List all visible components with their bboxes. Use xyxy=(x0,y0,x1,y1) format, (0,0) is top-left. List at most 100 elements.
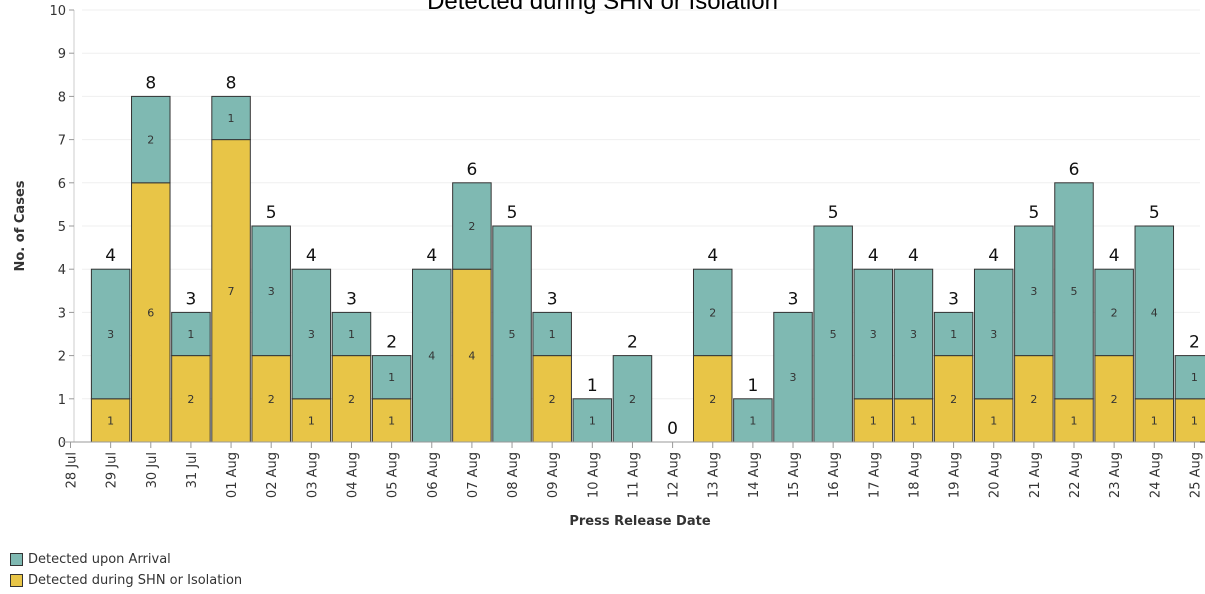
bar-total-label: 4 xyxy=(908,246,919,266)
bar-label-shn: 1 xyxy=(990,414,997,427)
legend-label-shn: Detected during SHN or Isolation xyxy=(28,573,243,588)
x-tick-label: 03 Aug xyxy=(305,452,320,498)
bar-segment-arrival xyxy=(532,311,572,357)
bar-label-shn: 1 xyxy=(1151,414,1158,427)
bar-segment-shn xyxy=(211,139,251,443)
bar-label-shn: 2 xyxy=(1030,393,1037,406)
bar-total-label: 4 xyxy=(1109,246,1120,266)
bar-total-label: 6 xyxy=(466,160,477,180)
y-tick-label: 3 xyxy=(58,306,66,321)
bar-segment-arrival xyxy=(1134,225,1175,400)
x-tick-label: 25 Aug xyxy=(1188,452,1203,498)
bar-segment-arrival xyxy=(773,311,813,443)
y-tick-label: 4 xyxy=(58,263,66,278)
bar-label-shn: 1 xyxy=(107,414,114,427)
bar-label-arrival: 1 xyxy=(228,112,235,125)
bar-label-arrival: 1 xyxy=(1191,371,1198,384)
bar-segment-shn xyxy=(90,398,131,443)
bar-total-label: 4 xyxy=(988,246,999,266)
bar-label-arrival: 5 xyxy=(1071,285,1078,298)
x-tick-label: 04 Aug xyxy=(345,452,360,498)
y-axis-title: No. of Cases xyxy=(13,180,28,271)
y-tick-label: 5 xyxy=(58,220,66,235)
bar-total-label: 4 xyxy=(707,246,718,266)
bar-label-shn: 2 xyxy=(549,393,556,406)
y-tick-label: 8 xyxy=(58,90,66,105)
bar-segment-shn xyxy=(1014,355,1054,443)
bar-segment-arrival xyxy=(1014,225,1054,357)
bar-segment-shn xyxy=(532,355,572,443)
x-tick-label: 07 Aug xyxy=(466,452,481,498)
bar-total-label: 6 xyxy=(1069,160,1080,180)
bar-total-label: 4 xyxy=(868,246,879,266)
legend-swatch-arrival xyxy=(10,553,23,566)
bar-label-arrival: 2 xyxy=(147,134,154,147)
x-tick-label: 13 Aug xyxy=(707,452,722,498)
bar-label-arrival: 2 xyxy=(709,306,716,319)
y-tick-label: 9 xyxy=(58,47,66,62)
bar-label-shn: 2 xyxy=(950,393,957,406)
bar-total-label: 5 xyxy=(507,203,518,223)
bar-total-label: 5 xyxy=(1028,203,1039,223)
bar-total-label: 4 xyxy=(105,246,116,266)
y-tick-label: 6 xyxy=(58,177,66,192)
bar-total-label: 8 xyxy=(226,73,237,93)
x-tick-label: 05 Aug xyxy=(386,452,401,498)
legend-item-arrival: Detected upon Arrival xyxy=(10,552,171,567)
bar-label-arrival: 1 xyxy=(549,328,556,341)
bar-label-shn: 1 xyxy=(1191,414,1198,427)
x-tick-label: 11 Aug xyxy=(626,452,641,498)
bar-segment-arrival xyxy=(291,268,332,400)
x-tick-label: 30 Jul xyxy=(145,452,160,488)
bar-label-shn: 1 xyxy=(870,414,877,427)
bar-label-arrival: 5 xyxy=(830,328,837,341)
x-tick-label: 17 Aug xyxy=(867,452,882,498)
bar-segment-arrival xyxy=(692,268,733,357)
bar-total-label: 4 xyxy=(426,246,437,266)
x-tick-label: 20 Aug xyxy=(988,452,1003,498)
bar-label-arrival: 2 xyxy=(468,220,475,233)
bar-segment-arrival xyxy=(1054,182,1094,400)
y-tick-label: 1 xyxy=(58,393,66,408)
legend-label-arrival: Detected upon Arrival xyxy=(28,552,171,567)
x-tick-label: 21 Aug xyxy=(1028,452,1043,498)
bar-label-arrival: 3 xyxy=(790,371,797,384)
bar-segment-arrival xyxy=(853,268,894,400)
bar-label-arrival: 3 xyxy=(870,328,877,341)
y-tick-label: 10 xyxy=(49,4,66,19)
bar-label-arrival: 2 xyxy=(1111,306,1118,319)
bar-segment-arrival xyxy=(452,182,492,270)
bar-label-arrival: 1 xyxy=(749,414,756,427)
bar-segment-shn xyxy=(331,355,372,443)
bar-label-shn: 2 xyxy=(187,393,194,406)
bar-label-arrival: 3 xyxy=(107,328,114,341)
bar-segment-arrival xyxy=(933,311,974,357)
bar-label-arrival: 3 xyxy=(308,328,315,341)
x-tick-label: 16 Aug xyxy=(827,452,842,498)
bar-label-arrival: 1 xyxy=(950,328,957,341)
bar-segment-arrival xyxy=(371,355,412,400)
bar-segment-arrival xyxy=(612,355,653,443)
bar-total-label: 3 xyxy=(788,289,799,309)
bar-total-label: 1 xyxy=(747,376,758,396)
bar-label-arrival: 1 xyxy=(589,414,596,427)
x-tick-label: 28 Jul xyxy=(65,452,80,488)
bar-total-label: 3 xyxy=(186,289,197,309)
bar-total-label: 5 xyxy=(266,203,277,223)
x-tick-label: 29 Jul xyxy=(105,452,120,488)
bar-label-arrival: 4 xyxy=(1151,306,1158,319)
bar-label-shn: 2 xyxy=(268,393,275,406)
y-tick-label: 7 xyxy=(58,134,66,149)
bar-label-arrival: 3 xyxy=(1030,285,1037,298)
bar-total-label: 3 xyxy=(948,289,959,309)
x-tick-label: 14 Aug xyxy=(747,452,762,498)
bar-segment-arrival xyxy=(412,268,452,443)
x-tick-label: 15 Aug xyxy=(787,452,802,498)
legend-item-shn: Detected during SHN or Isolation xyxy=(10,573,242,588)
bar-label-arrival: 2 xyxy=(629,393,636,406)
x-tick-label: 06 Aug xyxy=(426,452,441,498)
bar-label-shn: 7 xyxy=(228,285,235,298)
x-tick-label: 24 Aug xyxy=(1148,452,1163,498)
bar-label-arrival: 1 xyxy=(388,371,395,384)
bar-segment-arrival xyxy=(973,268,1014,400)
